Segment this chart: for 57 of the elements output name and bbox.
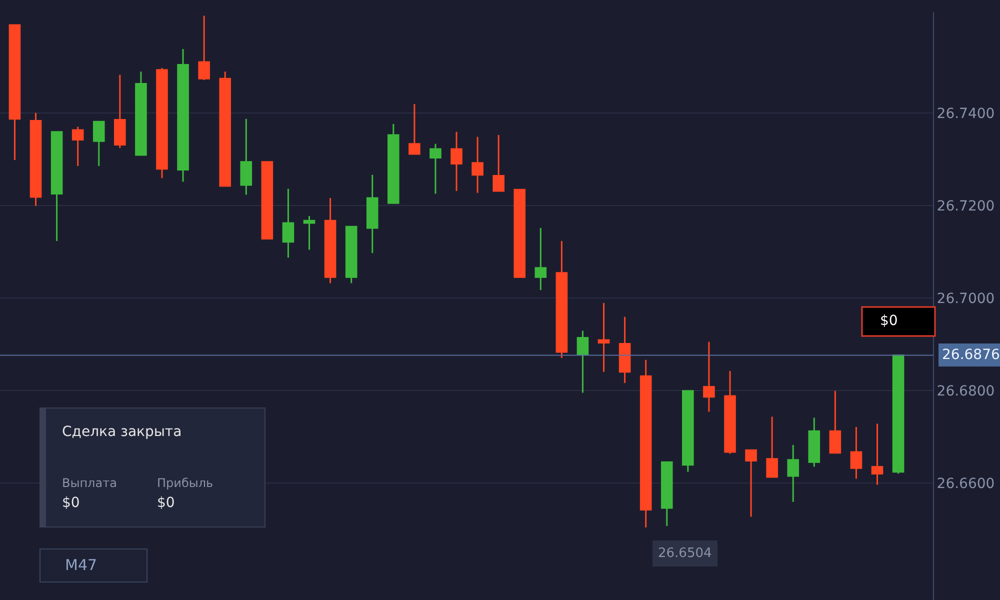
candlestick <box>703 341 715 412</box>
candlestick <box>282 188 294 258</box>
y-tick-label: 26.6800 <box>936 383 995 400</box>
candlestick <box>745 449 757 518</box>
candlestick <box>808 416 820 468</box>
candlestick <box>345 226 358 284</box>
candlestick <box>766 416 778 478</box>
candlestick <box>114 74 126 149</box>
candlestick <box>50 131 63 242</box>
candlestick <box>240 118 252 196</box>
candlestick <box>492 134 504 192</box>
candlestick <box>724 370 736 455</box>
annotation: Прибыль <box>157 476 214 490</box>
annotation: M47 <box>65 556 98 574</box>
candlestick <box>534 227 547 291</box>
candlestick <box>72 126 84 167</box>
candlestick <box>135 70 147 156</box>
candlestick <box>892 354 904 474</box>
candlestick <box>829 390 842 454</box>
candlestick <box>430 143 442 195</box>
candlestick <box>472 136 484 194</box>
candlestick <box>156 67 168 179</box>
candlestick <box>30 112 42 207</box>
annotation: $0 <box>880 313 898 329</box>
candlestick <box>850 426 862 480</box>
y-tick-label: 26.7000 <box>936 290 995 307</box>
candlestick <box>640 359 652 528</box>
y-tick-label: 26.7200 <box>936 198 995 214</box>
candlestick <box>514 188 526 278</box>
candlestick <box>682 390 694 473</box>
annotation: Выплата <box>62 476 117 490</box>
candlestick <box>303 215 316 251</box>
candlestick <box>219 70 231 187</box>
annotation: $0 <box>62 495 80 511</box>
candlestick <box>177 48 189 183</box>
candlestick <box>871 422 884 486</box>
candlestick <box>324 197 336 284</box>
candlestick <box>787 444 800 503</box>
y-tick-label: 26.7400 <box>936 106 995 122</box>
candlestick <box>198 14 210 81</box>
candlestick <box>366 174 378 254</box>
annotation: Сделка закрыта <box>62 424 182 440</box>
candlestick <box>556 240 568 359</box>
candlestick <box>8 24 21 161</box>
candlestick <box>618 316 631 384</box>
annotation: 26.6504 <box>658 546 712 561</box>
candlestick <box>261 161 274 240</box>
ref-line-label: 26.6876 <box>942 347 1000 363</box>
annotation: $0 <box>157 495 175 511</box>
candlestick <box>408 103 420 155</box>
y-tick-label: 26.6600 <box>936 476 995 492</box>
candlestick <box>660 461 673 527</box>
candlestick <box>387 123 400 204</box>
candlestick <box>92 120 105 167</box>
candlestick <box>598 302 610 373</box>
candlestick <box>576 330 589 394</box>
candlestick <box>450 131 462 192</box>
